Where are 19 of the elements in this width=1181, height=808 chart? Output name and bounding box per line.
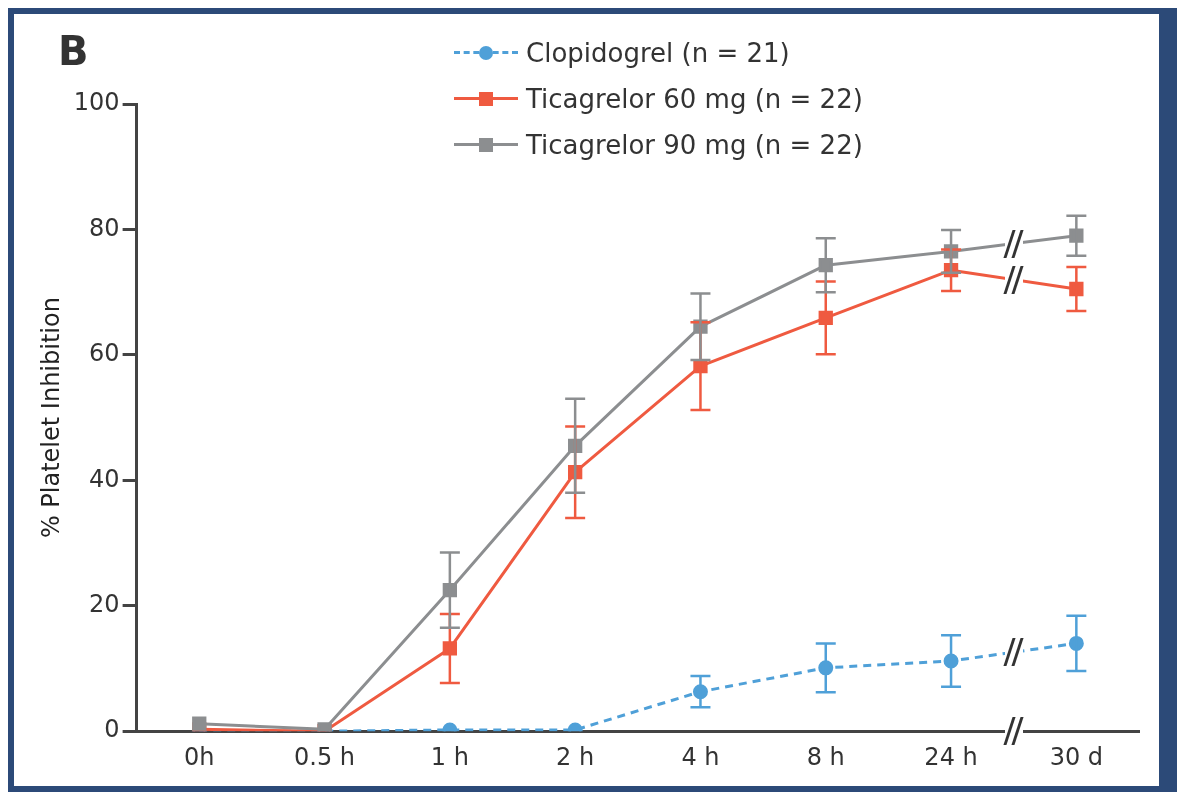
legend-label: Ticagrelor 60 mg (n = 22) — [526, 84, 863, 114]
y-tick-label: 0 — [104, 715, 120, 744]
x-tick-label: 24 h — [924, 742, 978, 771]
x-tick-label: 1 h — [430, 742, 469, 771]
y-tick-label: 40 — [89, 464, 120, 493]
y-axis-title: % Platelet Inhibition — [36, 297, 65, 539]
y-tick-label: 60 — [89, 339, 120, 368]
x-tick-label: 0h — [184, 742, 215, 771]
y-tick-label: 100 — [73, 88, 120, 117]
y-tick-label: 80 — [89, 213, 120, 242]
x-tick-label: 0.5 h — [294, 742, 356, 771]
x-tick-label: 30 d — [1049, 742, 1104, 771]
x-tick-label: 4 h — [681, 742, 720, 771]
y-tick-label: 20 — [89, 589, 120, 618]
legend-label: Clopidogrel (n = 21) — [526, 38, 790, 68]
x-tick-label: 8 h — [806, 742, 845, 771]
text: B — [58, 28, 89, 74]
x-tick-label: 2 h — [556, 742, 595, 771]
legend-label: Ticagrelor 90 mg (n = 22) — [526, 130, 863, 160]
